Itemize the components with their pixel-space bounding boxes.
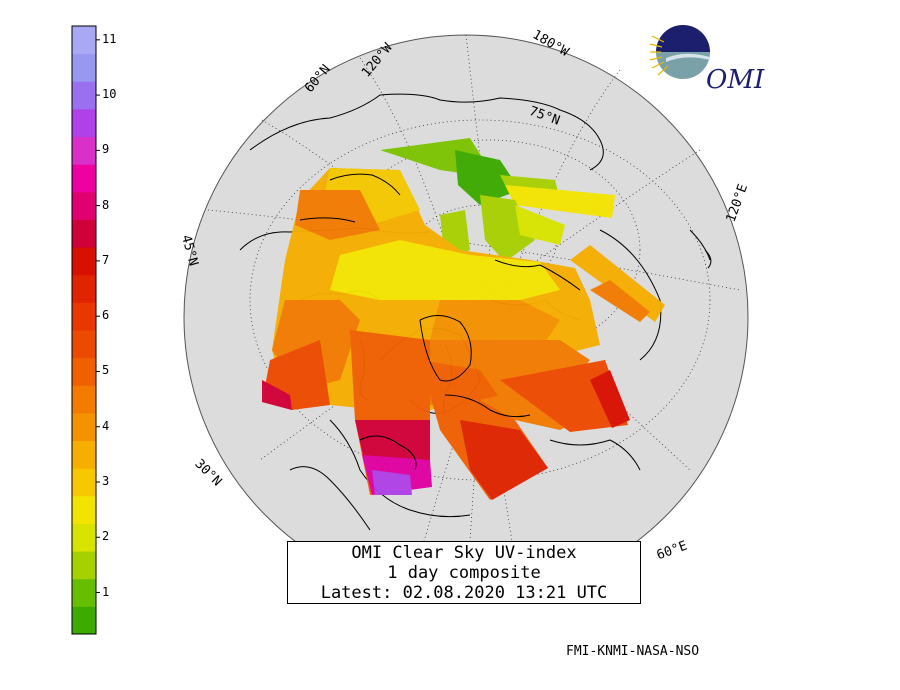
legend-label: 1 bbox=[102, 584, 110, 599]
legend-band bbox=[72, 412, 96, 442]
legend-band bbox=[72, 108, 96, 138]
legend-band bbox=[72, 247, 96, 276]
legend-band bbox=[72, 302, 96, 331]
legend-band bbox=[72, 357, 96, 386]
legend-ticks bbox=[96, 39, 100, 594]
legend-band bbox=[72, 274, 96, 303]
omi-globe-logo bbox=[649, 25, 710, 79]
label-120e: 120°E bbox=[724, 182, 751, 224]
legend-band bbox=[72, 26, 96, 55]
legend-band bbox=[72, 578, 96, 607]
legend-label: 9 bbox=[102, 142, 110, 157]
legend-label: 7 bbox=[102, 252, 110, 267]
legend-label: 2 bbox=[102, 529, 110, 544]
legend-label: 3 bbox=[102, 474, 110, 488]
legend-label: 11 bbox=[102, 31, 117, 46]
legend-band bbox=[72, 219, 96, 248]
globe: 120°W 180°W 120°E 60°E 60°N 75°N 45°N 30… bbox=[178, 27, 751, 600]
label-30n: 30°N bbox=[192, 457, 225, 490]
legend-label: 6 bbox=[102, 308, 110, 323]
legend-band bbox=[72, 551, 96, 580]
legend-band bbox=[72, 191, 96, 220]
legend-band bbox=[72, 468, 96, 497]
legend-band bbox=[72, 440, 96, 469]
credits-text: FMI-KNMI-NASA-NSO bbox=[566, 644, 700, 659]
color-legend bbox=[71, 25, 100, 635]
legend-band bbox=[72, 330, 96, 359]
legend-band bbox=[72, 164, 96, 193]
coastlines-overlay bbox=[299, 173, 581, 471]
legend-bands bbox=[72, 26, 96, 635]
legend-band bbox=[72, 523, 96, 552]
caption-subtitle: 1 day composite bbox=[387, 563, 541, 583]
legend-label: 5 bbox=[102, 363, 110, 378]
omi-logo-text: OMI bbox=[706, 65, 765, 95]
omi-logo: OMI bbox=[649, 25, 765, 95]
legend-label: 10 bbox=[102, 87, 117, 102]
legend-band bbox=[72, 81, 96, 110]
caption-title: OMI Clear Sky UV-index bbox=[351, 543, 577, 563]
legend-band bbox=[72, 495, 96, 524]
legend-label: 8 bbox=[102, 197, 110, 212]
legend-band bbox=[72, 606, 96, 635]
uv-swaths bbox=[262, 138, 665, 500]
map-caption: OMI Clear Sky UV-index 1 day composite L… bbox=[287, 541, 641, 604]
legend-label: 4 bbox=[102, 418, 110, 433]
legend-band bbox=[72, 385, 96, 414]
label-60e: 60°E bbox=[655, 538, 690, 563]
legend-band bbox=[72, 53, 96, 82]
caption-timestamp: Latest: 02.08.2020 13:21 UTC bbox=[320, 583, 608, 603]
legend-band bbox=[72, 136, 96, 165]
